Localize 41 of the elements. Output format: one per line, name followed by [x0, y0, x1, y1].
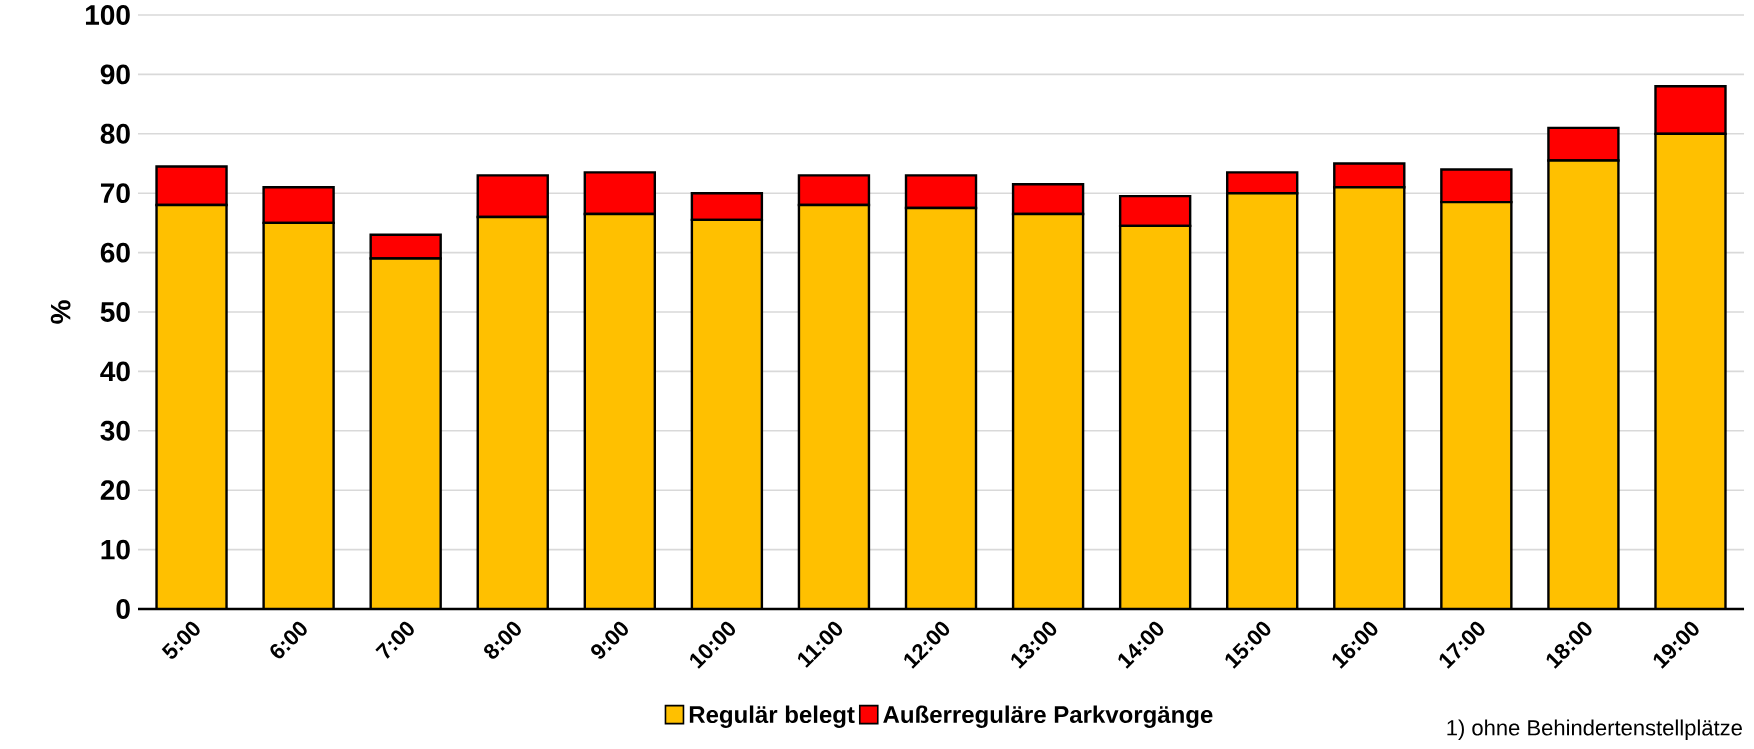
- bar: [1011, 183, 1085, 216]
- bar: [1441, 202, 1512, 609]
- bar: [1548, 160, 1619, 609]
- y-tick-label: 50: [100, 302, 130, 322]
- y-tick-label: 30: [100, 420, 130, 441]
- bar: [476, 174, 549, 219]
- bar: [1334, 187, 1405, 609]
- bar: [583, 171, 657, 216]
- bar: [263, 222, 334, 609]
- y-tick-label: 60: [100, 242, 130, 263]
- bar: [797, 174, 871, 207]
- bar: [906, 208, 977, 609]
- bar: [1654, 132, 1727, 609]
- bar: [1013, 213, 1084, 609]
- bar: [584, 213, 655, 609]
- bar: [477, 216, 548, 609]
- bar: [1440, 168, 1513, 204]
- bar: [904, 174, 978, 210]
- bar: [1226, 171, 1299, 195]
- bar: [691, 219, 762, 609]
- bar: [1227, 193, 1298, 609]
- bar: [690, 191, 764, 222]
- y-tick-label: 70: [100, 183, 130, 204]
- text: 1) ohne Behindertenstellplätze: [1447, 719, 1742, 740]
- bar: [262, 186, 335, 225]
- y-tick-label: 10: [101, 539, 130, 560]
- y-tick-label: 80: [100, 123, 130, 144]
- y-tick-label: 20: [100, 480, 130, 501]
- y-tick-label: 100: [85, 5, 130, 25]
- bar: [1118, 194, 1192, 228]
- bar: [370, 258, 441, 609]
- bar: [156, 205, 227, 609]
- y-tick-label: 40: [100, 361, 130, 382]
- bar: [1333, 162, 1406, 189]
- bar: [1120, 225, 1191, 609]
- y-axis-title: %: [50, 300, 71, 324]
- legend-label: Regulär belegt: [689, 705, 855, 728]
- legend-label: Außerreguläre Parkvorgänge: [883, 705, 1213, 728]
- bar: [798, 205, 869, 609]
- y-tick-label: 0: [116, 599, 130, 619]
- y-tick-label: 90: [100, 64, 130, 85]
